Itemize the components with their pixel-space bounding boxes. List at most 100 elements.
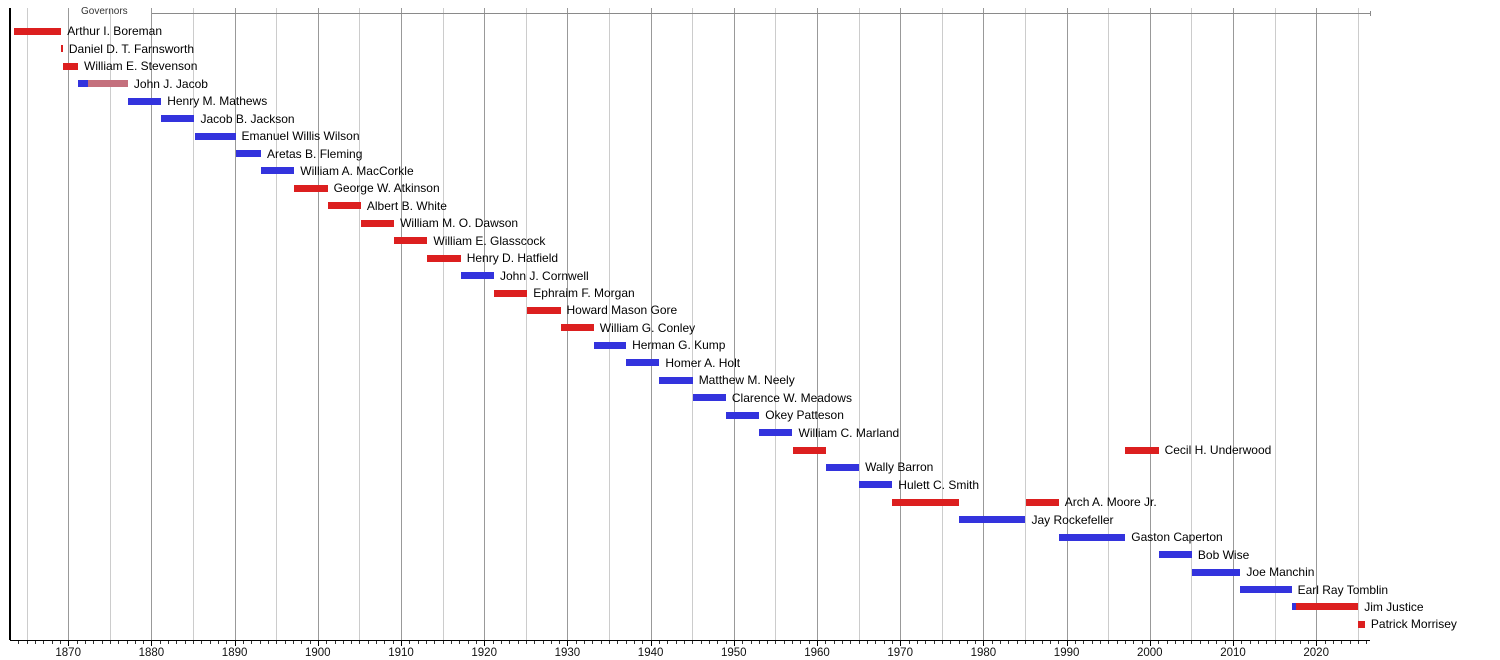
x-axis-major-tick <box>1233 641 1234 646</box>
x-axis-minor-tick <box>309 641 311 644</box>
x-axis-minor-tick <box>609 641 610 644</box>
major-gridline <box>983 8 985 640</box>
x-axis-minor-tick <box>342 641 344 644</box>
x-axis-tick-label: 1920 <box>471 647 497 659</box>
x-axis-minor-tick <box>1216 641 1218 644</box>
x-axis-minor-tick <box>808 641 810 644</box>
x-axis-minor-tick <box>667 641 669 644</box>
y-axis-spine <box>9 8 11 640</box>
minor-gridline <box>1274 8 1276 640</box>
major-gridline <box>900 8 902 640</box>
x-axis-minor-tick <box>126 641 128 644</box>
x-axis-tick-label: 1900 <box>305 647 331 659</box>
governor-term-bar <box>161 115 195 123</box>
x-axis-minor-tick <box>384 641 386 644</box>
x-axis-minor-tick <box>1357 641 1359 644</box>
x-axis-minor-tick <box>525 641 527 644</box>
governor-name-label: Emanuel Willis Wilson <box>241 129 360 143</box>
minor-gridline <box>525 8 527 640</box>
minor-gridline <box>858 8 860 640</box>
x-axis-major-tick <box>567 641 569 646</box>
x-axis-minor-tick <box>683 641 685 644</box>
x-axis-minor-tick <box>800 641 802 644</box>
x-axis-minor-tick <box>575 641 577 644</box>
governor-term-bar <box>1058 533 1126 541</box>
governor-name-label: Bob Wise <box>1197 547 1250 562</box>
x-axis-minor-tick <box>600 641 602 644</box>
x-axis-minor-tick <box>1166 641 1168 644</box>
x-axis-major-tick <box>484 641 486 646</box>
x-axis-minor-tick <box>659 641 660 644</box>
governor-term-bar <box>294 184 328 192</box>
x-axis-minor-tick <box>417 641 419 644</box>
major-gridline <box>1149 8 1151 640</box>
governor-name-label: Daniel D. T. Farnsworth <box>68 41 195 56</box>
x-axis-minor-tick <box>1249 641 1251 644</box>
x-axis-minor-tick <box>259 641 261 644</box>
x-axis-minor-tick <box>1191 641 1193 644</box>
x-axis-minor-tick <box>1025 641 1026 644</box>
x-axis-minor-tick <box>1058 641 1060 644</box>
governor-term-bar <box>62 62 78 70</box>
x-axis-minor-tick <box>1133 641 1135 644</box>
x-axis-minor-tick <box>159 641 161 644</box>
x-axis-minor-tick <box>867 641 868 644</box>
major-gridline <box>317 8 319 640</box>
x-axis-minor-tick <box>700 641 702 644</box>
x-axis-minor-tick <box>376 641 378 644</box>
x-axis-minor-tick <box>1349 641 1351 644</box>
x-axis-minor-tick <box>792 641 794 644</box>
governor-name-label: Gaston Caperton <box>1131 530 1223 545</box>
x-axis-minor-tick <box>534 641 536 644</box>
major-gridline <box>484 8 486 640</box>
x-axis-minor-tick <box>592 641 594 644</box>
x-axis-minor-tick <box>284 641 286 644</box>
governor-term-bar <box>593 341 627 349</box>
x-axis-minor-tick <box>550 641 552 644</box>
x-axis-minor-tick <box>891 641 893 644</box>
x-axis-minor-tick <box>1208 641 1210 644</box>
governor-term-bar <box>560 324 594 332</box>
x-axis-minor-tick <box>1075 641 1076 644</box>
governor-name-label: Earl Ray Tomblin <box>1297 582 1389 597</box>
x-axis-minor-tick <box>59 641 61 644</box>
minor-gridline <box>609 8 610 640</box>
governor-term-bar <box>1296 603 1359 611</box>
x-axis-minor-tick <box>1324 641 1326 644</box>
x-axis-minor-tick <box>1299 641 1301 644</box>
x-axis-minor-tick <box>367 641 369 644</box>
x-axis-tick-label: 2020 <box>1303 647 1329 659</box>
x-axis-minor-tick <box>1016 641 1018 644</box>
minor-gridline <box>442 8 444 640</box>
x-axis-minor-tick <box>143 641 145 644</box>
x-axis-minor-tick <box>750 641 752 644</box>
governor-name-label: Hulett C. Smith <box>898 477 979 492</box>
x-axis-minor-tick <box>109 641 111 644</box>
x-axis-minor-tick <box>542 641 544 644</box>
x-axis-minor-tick <box>1258 641 1259 644</box>
x-axis-minor-tick <box>442 641 444 644</box>
x-axis-minor-tick <box>1008 641 1010 644</box>
governor-term-bar <box>78 80 89 88</box>
minor-gridline <box>692 8 694 640</box>
x-axis-major-tick <box>68 641 70 646</box>
chart-title-rule-end-tick <box>1369 11 1371 16</box>
x-axis-major-tick <box>900 641 902 646</box>
x-axis-minor-tick <box>1274 641 1276 644</box>
x-axis-minor-tick <box>941 641 943 644</box>
x-axis-minor-tick <box>1307 641 1309 644</box>
x-axis-minor-tick <box>950 641 952 644</box>
governor-term-bar <box>394 237 428 245</box>
x-axis-major-tick <box>234 641 236 646</box>
governor-term-bar <box>1158 551 1192 559</box>
x-axis-minor-tick <box>26 641 28 644</box>
governor-name-label: Herman G. Kump <box>632 338 726 353</box>
governor-term-bar <box>61 45 63 53</box>
governor-name-label: William A. MacCorkle <box>300 163 414 178</box>
governor-term-bar <box>127 97 162 105</box>
x-axis-minor-tick <box>858 641 860 644</box>
x-axis-minor-tick <box>84 641 86 644</box>
x-axis-minor-tick <box>1341 641 1343 644</box>
governor-name-label: Matthew M. Neely <box>698 373 795 388</box>
